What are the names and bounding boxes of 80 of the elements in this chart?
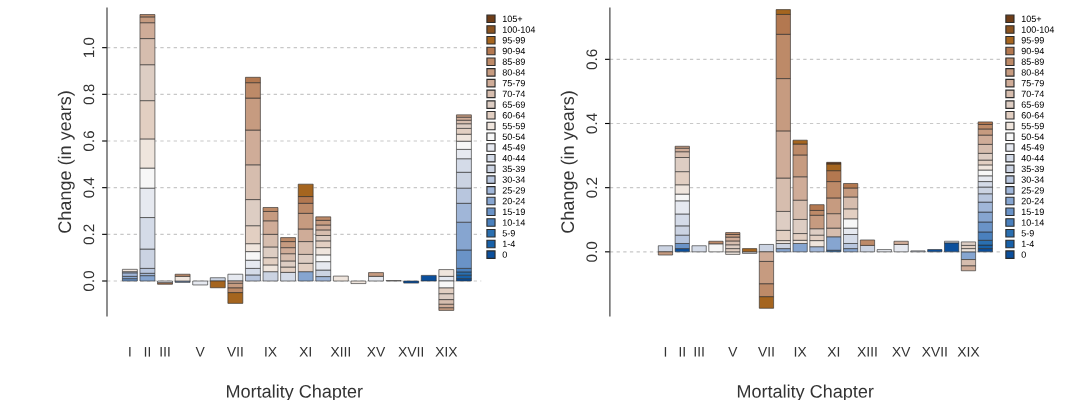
legend-label: 1-4 bbox=[1021, 240, 1034, 248]
legend-label: 30-34 bbox=[1021, 176, 1045, 183]
legend-label: 40-44 bbox=[1021, 154, 1045, 162]
x-tick-label: XIX bbox=[435, 347, 458, 357]
legend-label: 15-19 bbox=[1021, 208, 1044, 215]
y-tick-label: 1.0 bbox=[83, 37, 95, 58]
legend-label: 85-89 bbox=[1021, 58, 1044, 65]
legend-label: 65-69 bbox=[1021, 101, 1044, 108]
x-tick-label: XV bbox=[367, 347, 386, 357]
legend-label: 70-74 bbox=[1021, 90, 1045, 98]
legend-label: 45-49 bbox=[502, 144, 525, 151]
legend-label: 50-54 bbox=[1021, 133, 1045, 140]
legend-label: 100-104 bbox=[1021, 26, 1055, 33]
x-tick-label: V bbox=[728, 347, 738, 357]
x-tick-label: I bbox=[129, 347, 131, 357]
legend-label: 105+ bbox=[502, 15, 523, 23]
legend-label: 90-94 bbox=[1021, 47, 1045, 55]
legend-label: 0 bbox=[502, 251, 507, 258]
legend-label: 80-84 bbox=[502, 69, 526, 76]
legend-label: 15-19 bbox=[502, 208, 525, 215]
y-tick-label: 0.4 bbox=[83, 177, 95, 198]
legend-label: 40-44 bbox=[502, 154, 526, 162]
legend-label: 0 bbox=[1021, 251, 1026, 258]
y-tick-label: 0.8 bbox=[83, 84, 95, 105]
y-tick-label: 0.6 bbox=[83, 131, 95, 152]
y-tick-label: 0.2 bbox=[586, 177, 598, 198]
y-tick-label: 0.0 bbox=[83, 270, 95, 292]
x-tick-label: I bbox=[664, 347, 667, 357]
y-tick-label: 0.4 bbox=[586, 113, 598, 134]
legend-label: 100-104 bbox=[502, 26, 536, 33]
legend-label: 20-24 bbox=[1021, 197, 1045, 205]
x-tick-label: II bbox=[679, 347, 685, 357]
x-tick-label: XI bbox=[827, 347, 840, 357]
x-tick-label: III bbox=[694, 347, 704, 357]
legend-label: 70-74 bbox=[502, 90, 526, 98]
x-tick-label: IX bbox=[794, 347, 807, 357]
legend-label: 50-54 bbox=[502, 133, 526, 140]
y-tick-label: 0.2 bbox=[83, 224, 95, 245]
x-tick-label: XVII bbox=[398, 347, 424, 357]
y-axis-title: Change (in years) bbox=[57, 91, 75, 233]
legend-label: 95-99 bbox=[502, 37, 525, 44]
x-tick-label: XVII bbox=[921, 347, 947, 357]
legend-label: 90-94 bbox=[502, 47, 526, 55]
x-tick-label: XV bbox=[892, 347, 911, 357]
legend-label: 105+ bbox=[1021, 15, 1042, 23]
legend-label: 60-64 bbox=[1021, 112, 1045, 119]
legend-label: 45-49 bbox=[1021, 144, 1044, 151]
legend-label: 25-29 bbox=[1021, 187, 1044, 194]
y-tick-label: 0.6 bbox=[586, 49, 598, 70]
legend-label: 55-59 bbox=[1021, 122, 1044, 130]
legend-label: 20-24 bbox=[502, 197, 526, 205]
legend-label: 5-9 bbox=[502, 230, 515, 237]
legend-label: 30-34 bbox=[502, 176, 526, 183]
legend-label: 35-39 bbox=[502, 165, 525, 173]
x-tick-label: V bbox=[195, 347, 205, 357]
legend-label: 75-79 bbox=[1021, 79, 1044, 87]
y-tick-label: 0.0 bbox=[586, 241, 598, 262]
x-tick-label: IX bbox=[265, 347, 277, 357]
y-axis-title: Change (in years) bbox=[560, 91, 578, 233]
x-tick-label: XIX bbox=[957, 347, 980, 357]
legend-label: 80-84 bbox=[1021, 69, 1045, 76]
legend-label: 25-29 bbox=[502, 187, 525, 194]
x-tick-label: XIII bbox=[857, 347, 877, 357]
legend-label: 1-4 bbox=[502, 240, 516, 248]
x-tick-label: XIII bbox=[330, 347, 350, 357]
legend-label: 10-14 bbox=[502, 219, 526, 226]
x-tick-label: III bbox=[160, 347, 170, 357]
legend-label: 55-59 bbox=[502, 122, 525, 130]
x-tick-label: VII bbox=[226, 347, 243, 357]
legend-label: 60-64 bbox=[502, 112, 526, 119]
legend-label: 35-39 bbox=[1021, 165, 1044, 173]
x-tick-label: XI bbox=[299, 347, 311, 357]
legend-label: 95-99 bbox=[1021, 37, 1044, 44]
legend-label: 65-69 bbox=[502, 101, 525, 108]
legend-label: 85-89 bbox=[502, 58, 525, 65]
legend-label: 5-9 bbox=[1021, 230, 1034, 237]
legend-label: 75-79 bbox=[502, 79, 525, 87]
x-tick-label: VII bbox=[758, 347, 774, 357]
legend-label: 10-14 bbox=[1021, 219, 1045, 226]
x-tick-label: II bbox=[144, 347, 151, 357]
